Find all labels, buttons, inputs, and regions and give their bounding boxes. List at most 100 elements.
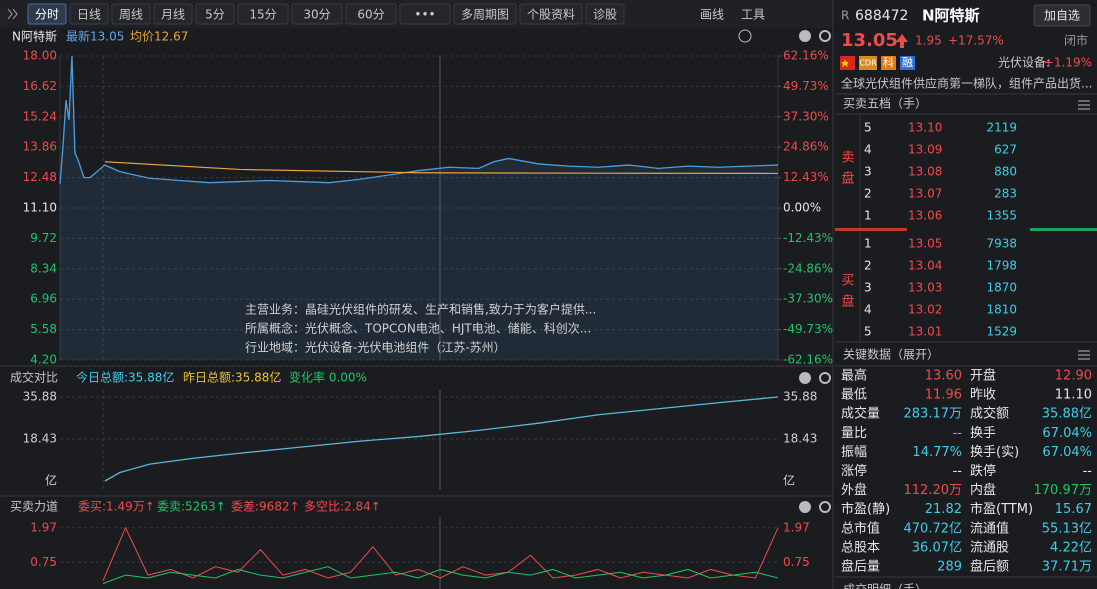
y-tick-label: 4.20 <box>30 353 57 367</box>
key-value: 21.82 <box>925 502 962 517</box>
tab[interactable]: 15分 <box>249 8 276 22</box>
tab-bg[interactable] <box>453 3 517 25</box>
tab-bg[interactable] <box>291 3 343 25</box>
order-price: 13.03 <box>908 281 942 295</box>
tool-button[interactable]: 画线 <box>700 8 724 22</box>
key-value: -- <box>953 426 963 441</box>
tab-bg[interactable] <box>195 3 235 25</box>
tab[interactable]: 日线 <box>77 8 101 22</box>
tab[interactable]: 诊股 <box>593 8 617 22</box>
tab[interactable]: 个股资料 <box>527 8 575 22</box>
tab-bg[interactable] <box>27 3 67 25</box>
collapse-icon[interactable] <box>7 8 13 20</box>
order-volume: 1529 <box>986 325 1017 339</box>
key-value: 170.97万 <box>1034 483 1093 498</box>
force-diff: 委差:9682↑ <box>231 500 300 514</box>
amount-line <box>104 396 779 482</box>
up-arrow <box>896 34 908 48</box>
key-label: 盘后额 <box>970 559 1009 575</box>
tab[interactable]: 60分 <box>357 8 384 22</box>
order-price: 13.10 <box>908 121 942 135</box>
key-label: 最高 <box>841 368 867 384</box>
tab-bg[interactable] <box>585 3 625 25</box>
tag-bg <box>900 56 915 70</box>
order-volume: 1798 <box>986 259 1017 273</box>
tab-bg[interactable] <box>111 3 151 25</box>
key-label: 开盘 <box>970 368 996 384</box>
tab[interactable]: 月线 <box>161 8 185 22</box>
unit-label: 亿 <box>783 473 795 488</box>
key-label: 内盘 <box>970 482 996 498</box>
change-rate: 变化率 0.00% <box>289 370 367 385</box>
y2-tick-label: 62.16% <box>783 49 829 63</box>
add-button-bg[interactable] <box>1033 4 1091 27</box>
level: 2 <box>864 259 872 273</box>
y2-tick-label: 49.73% <box>783 79 829 93</box>
latest-price: 最新13.05 <box>66 29 124 44</box>
key-label: 市盈(TTM) <box>970 501 1033 517</box>
settings-icon[interactable] <box>819 501 831 513</box>
tab[interactable]: 多周期图 <box>461 8 509 22</box>
key-label: 总股本 <box>841 540 880 555</box>
divider-green <box>1030 228 1097 231</box>
y-tick-label: 16.62 <box>23 79 57 93</box>
panel-title: 成交明细（手） <box>843 582 927 589</box>
order-price: 13.02 <box>908 303 942 317</box>
order-price: 13.08 <box>908 165 942 179</box>
level: 4 <box>864 303 872 317</box>
key-label: 换手 <box>970 426 996 441</box>
divider-red <box>835 228 907 231</box>
level: 5 <box>864 121 872 135</box>
tab[interactable]: 分时 <box>35 8 59 22</box>
settings-icon[interactable] <box>819 372 831 384</box>
order-price: 13.04 <box>908 259 942 273</box>
icon[interactable] <box>799 30 811 42</box>
close-icon[interactable] <box>799 372 811 384</box>
key-label: 成交量 <box>841 406 880 422</box>
add-watchlist[interactable]: 加自选 <box>1044 9 1080 23</box>
order-volume: 7938 <box>986 237 1017 251</box>
settings-icon[interactable] <box>819 30 831 42</box>
menu-icon[interactable] <box>1078 350 1090 360</box>
y2-tick-label: -37.30% <box>783 292 833 306</box>
order-price: 13.06 <box>908 209 942 223</box>
y2-tick-label: 24.86% <box>783 140 829 154</box>
avg-line <box>104 161 779 175</box>
stock-info: 行业地域：光伏设备-光伏电池组件（江苏-苏州） <box>245 341 506 355</box>
y-tick-label: 13.86 <box>23 140 57 154</box>
key-value: -- <box>1083 464 1093 479</box>
tab-bg[interactable] <box>237 3 289 25</box>
tool-button[interactable]: 工具 <box>741 8 765 22</box>
key-value: 11.96 <box>925 388 962 403</box>
key-value: 283.17万 <box>904 407 963 422</box>
close-icon[interactable] <box>799 501 811 513</box>
key-label: 跌停 <box>970 463 996 479</box>
tab-bg[interactable] <box>345 3 397 25</box>
collapse-icon[interactable] <box>12 8 18 20</box>
tab-bg[interactable] <box>69 3 109 25</box>
key-label: 昨收 <box>970 388 996 403</box>
menu-icon[interactable] <box>1078 100 1090 110</box>
tab[interactable]: 30分 <box>303 8 330 22</box>
key-label: 流通值 <box>970 520 1009 536</box>
tab[interactable]: 周线 <box>119 8 143 22</box>
tab[interactable]: 5分 <box>205 8 225 22</box>
tab[interactable]: ••• <box>414 8 435 22</box>
y-tick-label: 9.72 <box>30 231 57 245</box>
side-label: 买盘 <box>839 273 855 315</box>
tab-bg[interactable] <box>519 3 583 25</box>
key-label: 量比 <box>841 426 867 441</box>
icon[interactable] <box>738 29 752 43</box>
change: 1.95 <box>915 34 942 48</box>
y-tick-label: 18.43 <box>23 432 57 446</box>
tab-bg[interactable] <box>153 3 193 25</box>
level: 1 <box>864 209 872 223</box>
force-buy: 委买:1.49万↑ <box>78 500 155 514</box>
key-value: 37.71万 <box>1042 560 1092 575</box>
key-label: 流通股 <box>970 540 1009 555</box>
tab-bg[interactable] <box>399 3 451 25</box>
y2-tick-label: -24.86% <box>783 261 833 275</box>
key-label: 成交额 <box>970 406 1009 422</box>
level: 4 <box>864 143 872 157</box>
